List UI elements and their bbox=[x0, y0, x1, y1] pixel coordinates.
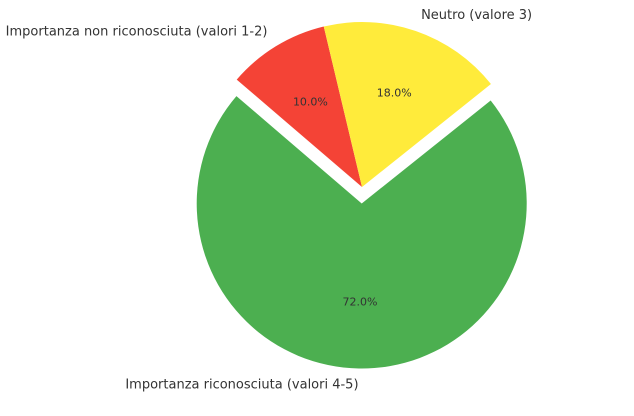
pie-slice bbox=[323, 21, 491, 187]
percent-label: 18.0% bbox=[377, 86, 412, 99]
pie-slice bbox=[236, 26, 362, 188]
slice-label: Importanza non riconosciuta (valori 1-2) bbox=[6, 25, 268, 40]
pie-slice bbox=[196, 96, 527, 369]
slice-label: Importanza riconosciuta (valori 4-5) bbox=[125, 377, 358, 392]
percent-label: 10.0% bbox=[293, 95, 328, 108]
slice-label: Neutro (valore 3) bbox=[421, 8, 532, 23]
percent-label: 72.0% bbox=[343, 295, 378, 308]
